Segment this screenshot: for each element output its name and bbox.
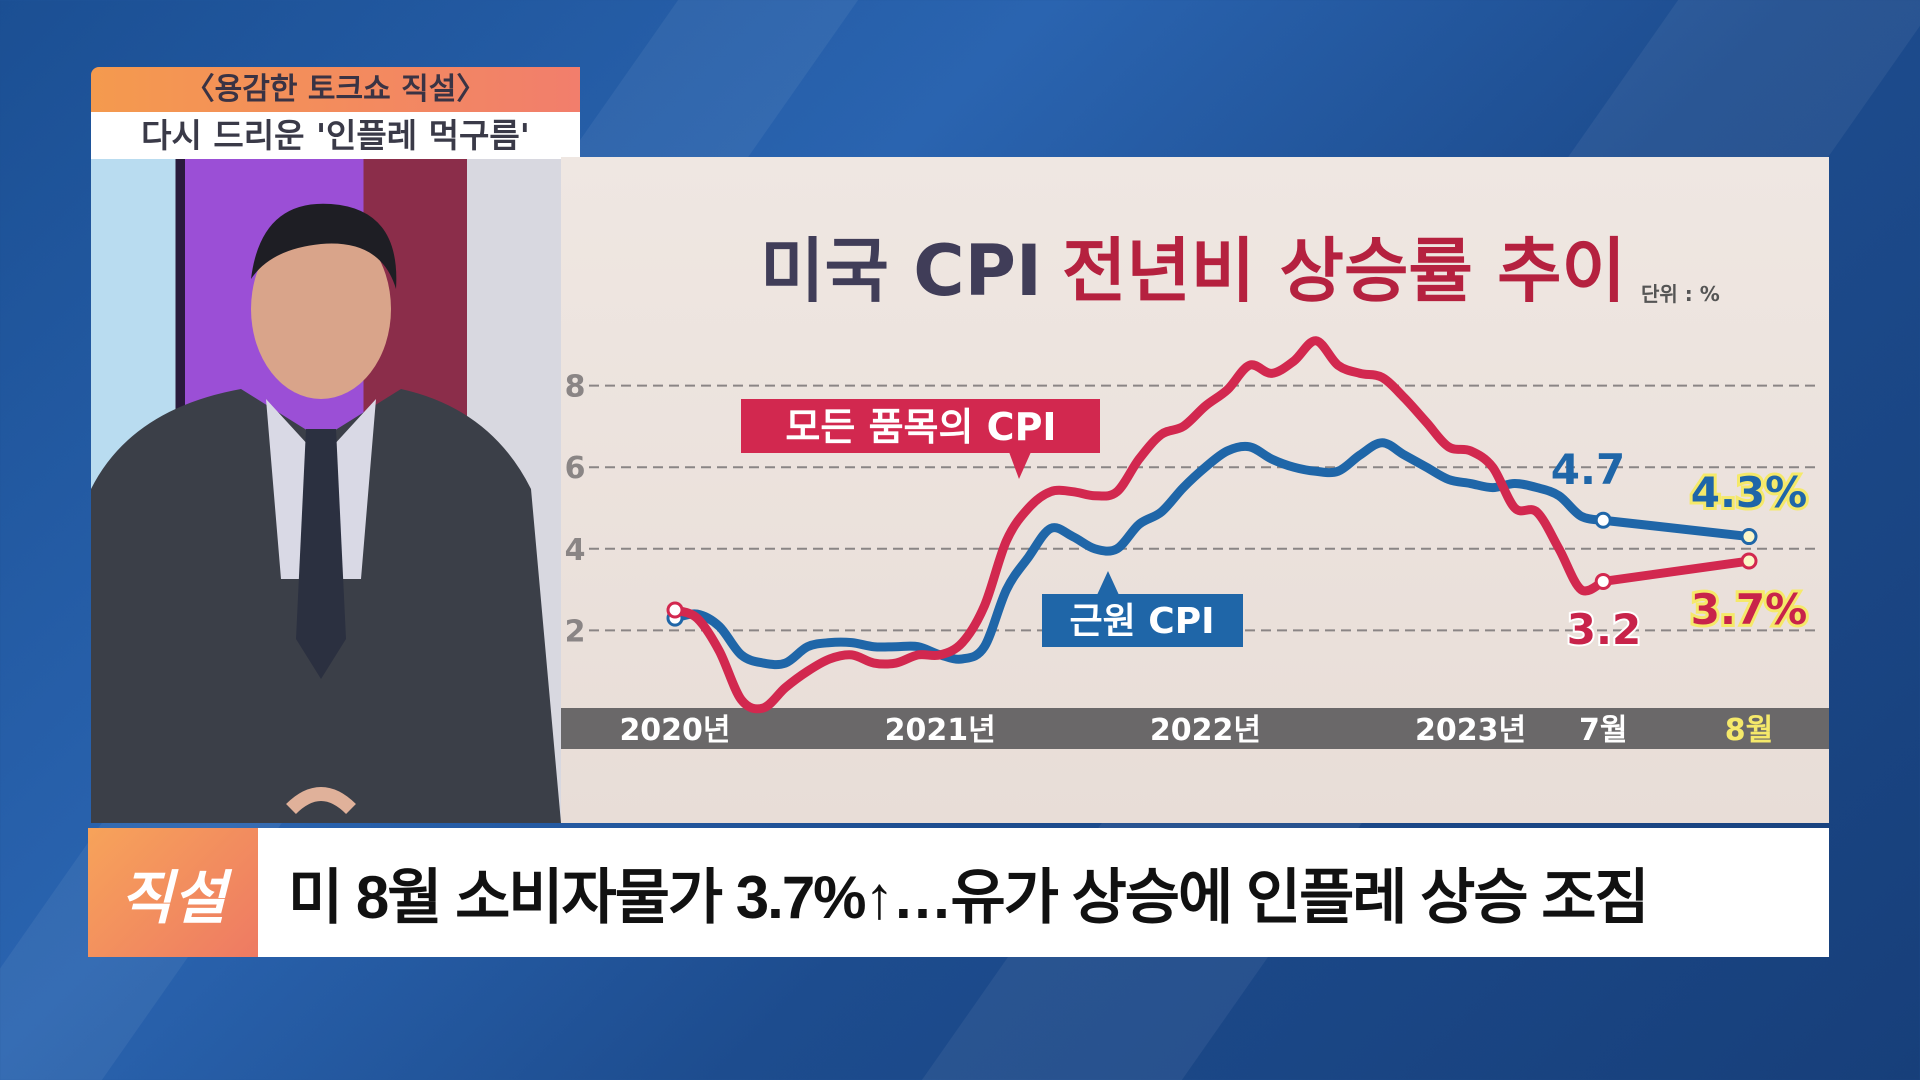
chart-title: 미국 CPI 전년비 상승률 추이 [760, 230, 1626, 312]
cpi-chart: 2 4 6 8 2020년 2021년 2022년 2023년 7월 8월 미국 CPI 전년비 … [561, 230, 1829, 749]
data-point-marker [666, 601, 684, 619]
title-part1: 미국 CPI [760, 230, 1042, 312]
core-callout: 근원 CPI [1042, 571, 1243, 647]
all-aug-label: 3.7% [1691, 585, 1807, 634]
x-tick-label: 8월 [1725, 713, 1773, 748]
chart-panel: 2 4 6 8 2020년 2021년 2022년 2023년 7월 8월 미국 CPI 전년비 … [561, 157, 1829, 823]
data-point-marker [1594, 572, 1612, 590]
data-point-marker [1740, 528, 1758, 546]
data-point-marker [1594, 511, 1612, 529]
y-tick-label: 2 [565, 614, 586, 649]
y-tick-label: 6 [565, 451, 586, 486]
core-label: 근원 CPI [1070, 601, 1215, 642]
banner-tag: 직설 [88, 828, 258, 957]
y-tick-label: 8 [565, 370, 586, 405]
core-jul-label: 4.7 [1551, 445, 1625, 494]
x-tick-label: 2023년 [1415, 713, 1526, 748]
core-aug-label: 4.3% [1691, 468, 1807, 517]
headline-banner: 직설 미 8월 소비자물가 3.7%↑…유가 상승에 인플레 상승 조짐 [88, 828, 1829, 957]
show-topic: 다시 드리운 '인플레 먹구름' [91, 112, 580, 159]
unit-label: 단위 : % [1641, 282, 1720, 306]
core-cpi-line [670, 438, 1754, 670]
banner-headline: 미 8월 소비자물가 3.7%↑…유가 상승에 인플레 상승 조짐 [288, 864, 1650, 931]
x-tick-label: 2020년 [619, 713, 730, 748]
y-tick-label: 4 [565, 533, 586, 568]
all-items-label: 모든 품목의 CPI [785, 405, 1056, 449]
show-name: 〈용감한 토크쇼 직설〉 [91, 67, 580, 112]
x-tick-label: 2021년 [885, 713, 996, 748]
all-items-callout: 모든 품목의 CPI [741, 399, 1100, 479]
guest-image [91, 203, 561, 823]
studio-video [91, 159, 561, 823]
all-jul-label: 3.2 [1567, 605, 1641, 654]
x-tick-label: 2022년 [1150, 713, 1261, 748]
all-items-cpi-line [670, 336, 1754, 714]
title-part2: 전년비 상승률 추이 [1062, 230, 1626, 312]
x-axis-bar [561, 708, 1829, 749]
x-tick-label: 7월 [1579, 713, 1627, 748]
data-point-marker [1740, 552, 1758, 570]
show-header: 〈용감한 토크쇼 직설〉 다시 드리운 '인플레 먹구름' [91, 67, 580, 159]
